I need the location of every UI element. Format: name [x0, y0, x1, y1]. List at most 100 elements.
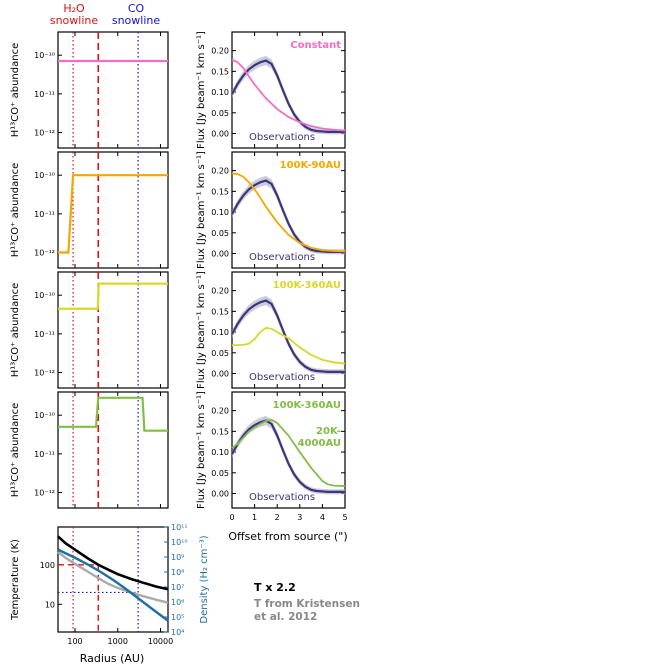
- temperature-kristensen-line: [57, 551, 169, 604]
- temperature-ylabel: Temperature (K): [10, 539, 21, 621]
- observations-line: [231, 419, 345, 493]
- h2o-snowline-label-top: H₂O: [63, 2, 85, 15]
- abundance-panel-2: 10⁻¹⁰ 10⁻¹¹ 10⁻¹² H¹³CO⁺ abundance: [10, 151, 169, 269]
- temperature-xtick-label: 100: [67, 637, 82, 646]
- abundance-panel-4: 10⁻¹⁰ 10⁻¹¹ 10⁻¹² H¹³CO⁺ abundance: [10, 391, 169, 509]
- h2o-snowline-label-bottom: snowline: [50, 14, 99, 27]
- abundance-frame: [57, 31, 169, 149]
- legend-t-kristensen-line2: et al. 2012: [254, 611, 317, 623]
- temp-xlabel: Radius (AU): [80, 652, 145, 665]
- temperature-x22-line: [57, 535, 169, 591]
- density-line: [57, 548, 169, 622]
- model-line: [231, 172, 346, 253]
- abundance-frame: [57, 271, 169, 389]
- observations-label: Observations: [249, 372, 315, 383]
- temperature-panel: 100 1000 10000 10 100 10⁴ 10⁵ 10⁶ 10⁷ 10⁸ 10⁹ 10¹⁰ 1…: [10, 523, 210, 646]
- flux-ytick-label: 0.05: [211, 229, 229, 238]
- temperature-ytick-label: 100: [40, 561, 55, 570]
- abundance-profile-line: [58, 396, 168, 432]
- flux-ylabel: Flux [Jy beam⁻¹ km s⁻¹]: [196, 391, 207, 509]
- abundance-panel-1: 10⁻¹⁰ 10⁻¹¹ 10⁻¹² H¹³CO⁺ abundance: [10, 31, 169, 149]
- flux-ylabel: Flux [Jy beam⁻¹ km s⁻¹]: [196, 271, 207, 389]
- legend-t-kristensen-line1: T from Kristensen: [254, 598, 360, 610]
- flux-frame: [231, 271, 346, 389]
- flux-ytick-label: 0.10: [211, 88, 229, 97]
- observations-line: [231, 179, 345, 253]
- model-label-line2: 20K-: [316, 426, 341, 437]
- density-ytick-label: 10⁴: [171, 628, 184, 637]
- flux-ytick-label: 0.10: [211, 208, 229, 217]
- observations-label: Observations: [249, 132, 315, 143]
- abundance-ylabel: H¹³CO⁺ abundance: [10, 43, 21, 137]
- model-label: Constant: [290, 40, 341, 51]
- flux-panel-2: 0.00 0.05 0.10 0.15 0.20 100K-90AU Observation…: [196, 151, 346, 269]
- abundance-profile-line: [58, 282, 168, 310]
- abundance-ytick-label: 10⁻¹²: [34, 489, 55, 498]
- abundance-ylabel: H¹³CO⁺ abundance: [10, 163, 21, 257]
- model-label: 100K-360AU: [273, 280, 341, 291]
- flux-xlabel: Offset from source ("): [228, 530, 347, 543]
- abundance-frame: [57, 151, 169, 269]
- flux-ytick-label: 0.05: [211, 349, 229, 358]
- abundance-ytick-label: 10⁻¹²: [34, 369, 55, 378]
- flux-xtick-label: 3: [297, 513, 302, 522]
- density-ytick-label: 10⁷: [171, 583, 184, 592]
- observations-line: [231, 59, 345, 133]
- flux-ytick-label: 0.00: [211, 250, 229, 259]
- model-label: 100K-360AU: [273, 400, 341, 411]
- flux-ytick-label: 0.05: [211, 109, 229, 118]
- flux-ylabel: Flux [Jy beam⁻¹ km s⁻¹]: [196, 31, 207, 149]
- flux-ytick-label: 0.15: [211, 427, 229, 436]
- flux-ytick-label: 0.10: [211, 328, 229, 337]
- abundance-ytick-label: 10⁻¹²: [34, 129, 55, 138]
- model-line: [231, 418, 346, 487]
- abundance-ytick-label: 10⁻¹¹: [34, 330, 55, 339]
- abundance-ytick-label: 10⁻¹¹: [34, 90, 55, 99]
- flux-ytick-label: 0.00: [211, 370, 229, 379]
- abundance-ytick-label: 10⁻¹⁰: [34, 171, 55, 180]
- flux-ytick-label: 0.20: [211, 287, 229, 296]
- model-label: 100K-90AU: [280, 160, 341, 171]
- density-ytick-label: 10⁵: [171, 613, 184, 622]
- abundance-frame: [57, 391, 169, 509]
- flux-ytick-label: 0.20: [211, 407, 229, 416]
- flux-ytick-label: 0.05: [211, 469, 229, 478]
- abundance-profile-line: [58, 174, 168, 254]
- density-ytick-label: 10¹¹: [171, 523, 188, 532]
- flux-ytick-label: 0.00: [211, 490, 229, 499]
- temperature-xtick-label: 1000: [108, 637, 128, 646]
- flux-panel-4: 0.00 0.05 0.10 0.15 0.20 0 1 2 3 4 5 100K-360AU 20K-…: [196, 391, 348, 522]
- flux-ytick-label: 0.10: [211, 448, 229, 457]
- model-line: [231, 58, 346, 132]
- abundance-ylabel: H¹³CO⁺ abundance: [10, 403, 21, 497]
- co-snowline-label-bottom: snowline: [112, 14, 161, 27]
- temperature-xtick-label: 10000: [148, 637, 173, 646]
- flux-frame: [231, 391, 346, 509]
- flux-ylabel: Flux [Jy beam⁻¹ km s⁻¹]: [196, 151, 207, 269]
- temperature-ytick-label: 10: [45, 600, 55, 609]
- density-ylabel: Density (H₂ cm⁻³): [199, 535, 210, 623]
- observations-line: [231, 299, 345, 373]
- flux-ytick-label: 0.15: [211, 187, 229, 196]
- abundance-ytick-label: 10⁻¹¹: [34, 210, 55, 219]
- model-label-line3: 4000AU: [298, 438, 341, 449]
- abundance-ytick-label: 10⁻¹¹: [34, 450, 55, 459]
- abundance-ytick-label: 10⁻¹²: [34, 249, 55, 258]
- observations-label: Observations: [249, 492, 315, 503]
- density-ytick-label: 10¹⁰: [171, 538, 188, 547]
- flux-xtick-label: 4: [320, 513, 325, 522]
- flux-ytick-label: 0.15: [211, 307, 229, 316]
- observations-label: Observations: [249, 252, 315, 263]
- co-snowline-label-top: CO: [128, 2, 145, 15]
- flux-frame: [231, 151, 346, 269]
- flux-xtick-label: 0: [229, 513, 234, 522]
- model-line: [231, 326, 346, 365]
- density-ytick-label: 10⁸: [171, 568, 184, 577]
- legend-t-22: T x 2.2: [254, 581, 296, 594]
- flux-panel-3: 0.00 0.05 0.10 0.15 0.20 100K-360AU Observatio…: [196, 271, 346, 389]
- flux-xtick-label: 5: [342, 513, 347, 522]
- flux-ytick-label: 0.15: [211, 67, 229, 76]
- abundance-ylabel: H¹³CO⁺ abundance: [10, 283, 21, 377]
